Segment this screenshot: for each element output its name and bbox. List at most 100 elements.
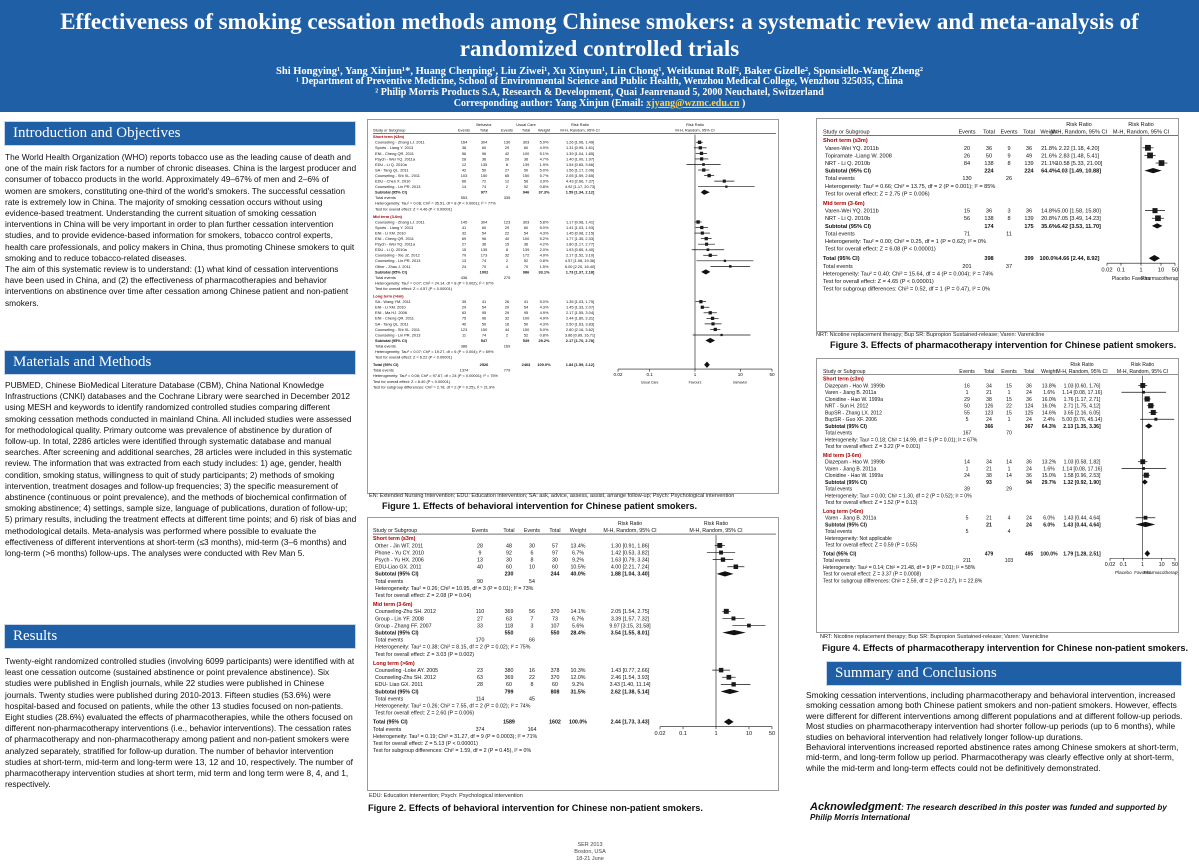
subtotal-weight: 6.0%	[1043, 522, 1055, 528]
events-1: 28	[477, 682, 483, 688]
study-weight: 6.7%	[572, 550, 584, 556]
events-1: 20	[964, 146, 970, 152]
events-1: 13	[477, 558, 483, 564]
subtotal-ci-label: 1.59 [1.34, 2.12]	[566, 190, 595, 195]
events-1: 5	[966, 417, 969, 423]
total-1: 70	[482, 264, 487, 269]
events-2: 30	[529, 543, 535, 549]
study-weight: 14.6%	[1042, 410, 1057, 416]
study-column-header: Study or Subgroup	[823, 130, 870, 136]
total-2: 139	[523, 162, 530, 167]
study-weight: 5.0%	[540, 327, 549, 332]
study-name: Diazepam - Hao W. 1999b	[825, 383, 885, 389]
events-1: 41	[462, 225, 466, 230]
subtotal-diamond	[716, 571, 734, 577]
total-1: 123	[985, 410, 994, 416]
x-axis-tick-label: 0.1	[679, 731, 687, 737]
study-weight: 9.2%	[572, 558, 584, 564]
total-1: 135	[481, 247, 488, 252]
subtotal-n1: 230	[505, 572, 514, 578]
total-2: 370	[551, 675, 560, 681]
grand-total-events-2: 164	[528, 727, 537, 733]
subgroup-title: Long term (>6m)	[373, 661, 415, 667]
subtotal-n2: 244	[551, 572, 560, 578]
total-events-2: 11	[1006, 231, 1012, 237]
total-2: 95	[524, 310, 528, 315]
subtotal-n1: 224	[984, 169, 994, 175]
study-name: Counseling - Zhang LJ. 2011	[375, 140, 425, 145]
total-2: 73	[552, 616, 558, 622]
events-2: 130	[504, 140, 511, 145]
study-weight: 5.0%	[540, 299, 549, 304]
study-ci-label: 1.31 [0.95, 1.81]	[566, 145, 594, 150]
figure-3-caption: Figure 3. Effects of pharmacotherapy int…	[830, 340, 1177, 350]
events-2: 29	[505, 145, 509, 150]
study-name: Counseling-Zhu SH. 2012	[375, 609, 436, 615]
total-events-1: 114	[476, 696, 484, 702]
count-column-header: Events	[1001, 369, 1017, 375]
effect-square	[1142, 390, 1145, 394]
study-weight: 13.4%	[570, 543, 585, 549]
subtotal-n1: 799	[505, 689, 514, 695]
effect-square	[722, 179, 726, 183]
study-ci-label: 2.17 [1.55, 3.04]	[566, 310, 594, 315]
total-events-2: 54	[529, 579, 535, 585]
overall-effect-text: Test for overall effect: Z = 2.75 (P = 0…	[825, 191, 930, 197]
events-1: 1	[966, 390, 969, 396]
subgroup-title: Long term (>6m)	[823, 509, 863, 515]
events-2: 16	[529, 668, 535, 674]
conference-footer: SER 2013 Boston, USA 18-21 June	[560, 842, 620, 863]
figure-2-svg: Risk Ratio Risk Ratio Study or Subgroup Eve…	[373, 521, 776, 754]
total-1: 72	[482, 179, 486, 184]
intro-paragraph-1: The World Health Organization (WHO) repo…	[5, 152, 357, 263]
total-label: Total (95% CI)	[373, 720, 408, 726]
events-1: 66	[462, 179, 466, 184]
overall-effect-text: Test for overall effect: Z = 2.60 (P = 0…	[375, 711, 474, 717]
events-1: 40	[477, 565, 483, 571]
subtotal-weight: 40.0%	[570, 572, 585, 578]
study-ci-label: 1.39 [1.04, 1.85]	[566, 151, 594, 156]
count-column-header: Events	[1000, 130, 1017, 136]
study-ci-label: 1.93 [0.85, 4.40]	[566, 247, 594, 252]
total-1: 36	[986, 146, 992, 152]
events-1: 40	[462, 321, 467, 326]
grand-total-events-2: 779	[504, 368, 511, 373]
subtotal-diamond	[701, 269, 711, 275]
overall-effect-text: Test for overall effect: Z = 3.03 (P = 0…	[375, 652, 474, 658]
author-email-link[interactable]: xjyang@wzmc.edu.cn	[646, 98, 740, 109]
events-2: 8	[1007, 216, 1010, 222]
study-name: Counseling - Lin PR. 2013	[375, 258, 420, 263]
total-1: 369	[505, 609, 514, 615]
events-1: 32	[462, 230, 466, 235]
study-name: Psych - Wei YQ. 2011a	[375, 156, 416, 161]
count-column-header: Total	[503, 528, 514, 534]
effect-square	[1152, 208, 1158, 214]
study-weight: 0.8%	[540, 332, 549, 337]
x-axis-tick-label: 10	[1158, 268, 1164, 274]
effect-square	[1150, 409, 1156, 415]
total-ci-label: 1.84 [1.59, 2.12]	[566, 362, 595, 367]
results-heading: Results	[4, 624, 356, 649]
study-name: EDU - Li Q. 2010a	[375, 247, 408, 252]
effect-square	[720, 557, 726, 562]
events-2: 22	[505, 230, 509, 235]
total-2: 150	[523, 173, 530, 178]
total-events-label: Total events	[825, 176, 855, 182]
total-1: 74	[482, 332, 487, 337]
subtotal-weight: 29.7%	[1042, 480, 1057, 486]
events-2: 40	[505, 236, 510, 241]
total-2: 54	[524, 230, 529, 235]
x-axis-tick-label: 10	[1159, 562, 1165, 568]
subtotal-label: Subtotal (95% CI)	[825, 522, 867, 528]
events-1: 55	[964, 410, 970, 416]
events-1: 12	[462, 162, 466, 167]
events-2: 15	[1006, 397, 1012, 403]
events-2: 4	[1008, 516, 1011, 522]
study-name: SA - Wang YM. 2011	[375, 299, 411, 304]
effect-square	[1147, 152, 1153, 159]
effect-square	[708, 311, 712, 315]
effect-square	[1144, 396, 1150, 402]
subgroup-title: Short term (≤3m)	[373, 536, 416, 542]
intro-heading: Introduction and Objectives	[4, 121, 356, 146]
study-name: Varen-Wei YQ. 2011b	[825, 209, 879, 215]
